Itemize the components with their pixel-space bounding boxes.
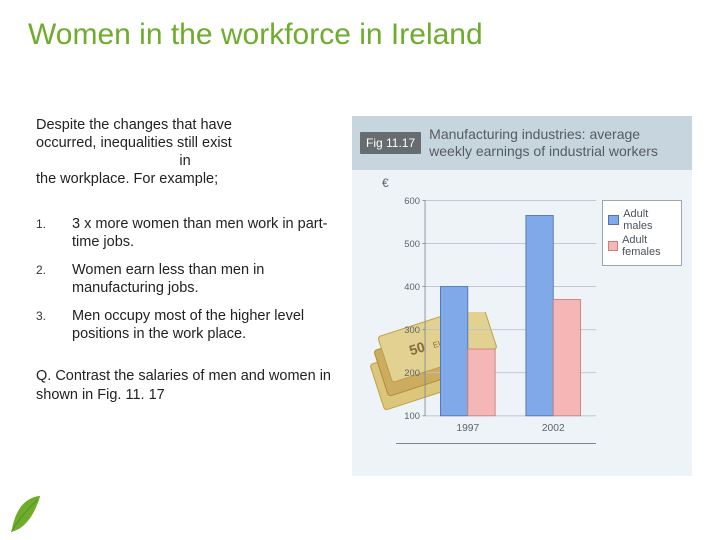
leaf-icon — [6, 492, 42, 534]
svg-text:400: 400 — [404, 281, 420, 292]
list-text: Women earn less than men in manufacturin… — [72, 261, 334, 297]
legend-swatch — [608, 215, 619, 225]
numbered-list: 1. 3 x more women than men work in part-… — [36, 215, 334, 344]
figure-header: Fig 11.17 Manufacturing industries: aver… — [352, 116, 692, 170]
svg-text:200: 200 — [404, 367, 420, 378]
figure-title: Manufacturing industries: average weekly… — [429, 126, 684, 160]
intro-line: the workplace. For example; — [36, 170, 334, 188]
left-column: Despite the changes that have occurred, … — [36, 116, 334, 405]
intro-line: Despite the changes that have — [36, 116, 334, 134]
y-axis-unit: € — [382, 176, 389, 190]
bar-chart: 100 200 300 400 500 600 1997 2002 — [396, 192, 596, 444]
list-text: 3 x more women than men work in part-tim… — [72, 215, 334, 251]
svg-text:300: 300 — [404, 324, 420, 335]
figure-tag: Fig 11.17 — [360, 132, 421, 154]
chart-legend: Adult males Adult females — [602, 200, 682, 266]
legend-swatch — [608, 241, 618, 251]
question-text: Q. Contrast the salaries of men and wome… — [36, 367, 334, 405]
list-number: 1. — [36, 215, 72, 251]
intro-line: in — [36, 152, 334, 170]
legend-label: Adult males — [623, 208, 676, 232]
legend-item: Adult females — [608, 234, 676, 258]
list-item: 2. Women earn less than men in manufactu… — [36, 261, 334, 297]
list-text: Men occupy most of the higher level posi… — [72, 307, 334, 343]
svg-text:600: 600 — [404, 195, 420, 206]
figure-panel: Fig 11.17 Manufacturing industries: aver… — [352, 116, 692, 476]
list-number: 3. — [36, 307, 72, 343]
svg-text:2002: 2002 — [542, 423, 565, 434]
list-item: 3. Men occupy most of the higher level p… — [36, 307, 334, 343]
list-number: 2. — [36, 261, 72, 297]
svg-text:100: 100 — [404, 410, 420, 421]
list-item: 1. 3 x more women than men work in part-… — [36, 215, 334, 251]
intro-text: Despite the changes that have occurred, … — [36, 116, 334, 189]
page-title: Women in the workforce in Ireland — [28, 18, 483, 52]
legend-label: Adult females — [622, 234, 676, 258]
intro-line: occurred, inequalities still exist — [36, 134, 334, 152]
legend-item: Adult males — [608, 208, 676, 232]
svg-text:500: 500 — [404, 238, 420, 249]
svg-text:1997: 1997 — [456, 423, 479, 434]
